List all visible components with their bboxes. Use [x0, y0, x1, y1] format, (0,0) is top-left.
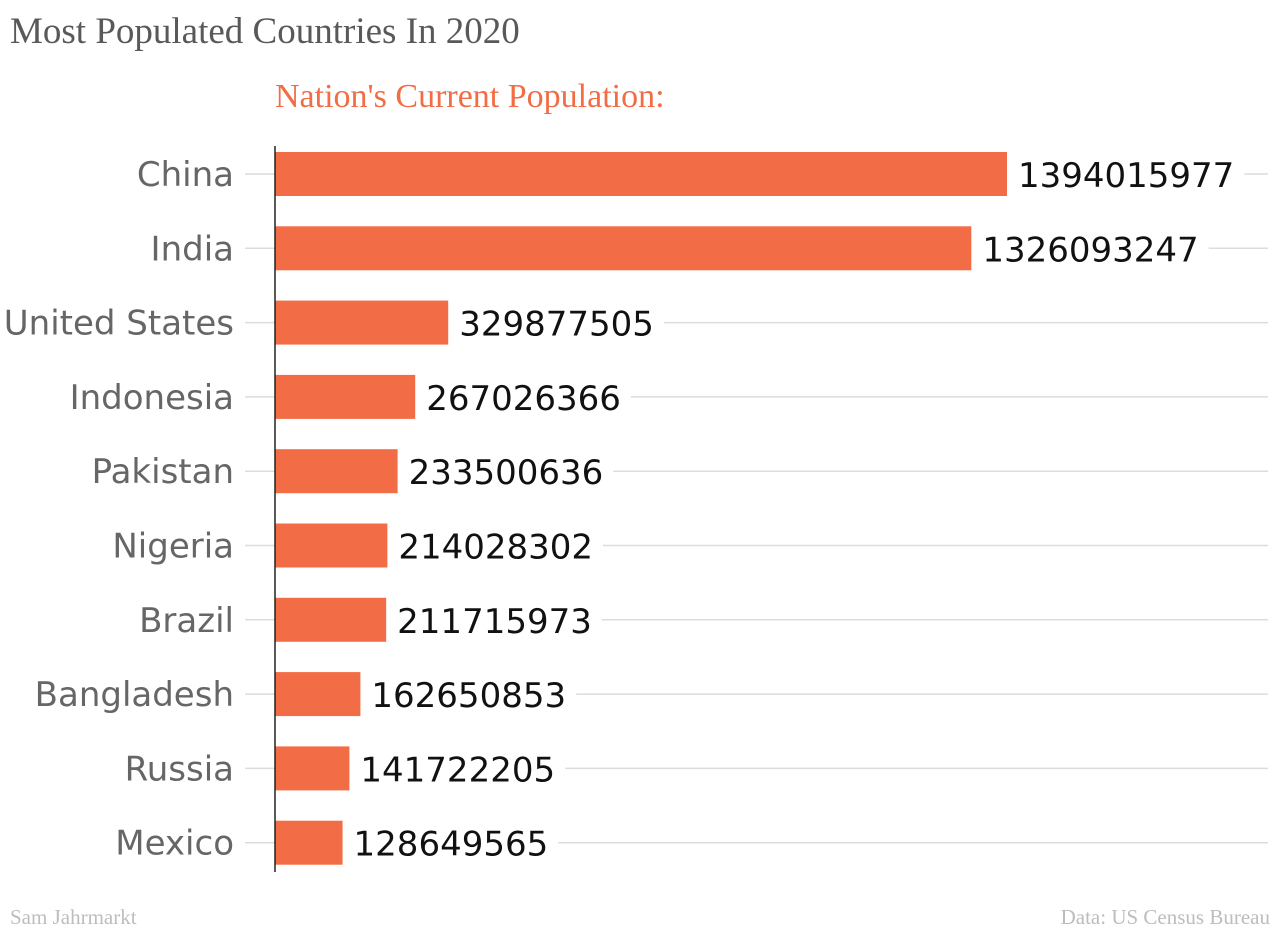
value-label: 162650853	[371, 676, 566, 716]
bar-india	[275, 226, 972, 271]
value-label: 1394015977	[1018, 156, 1234, 196]
source-text: Data: US Census Bureau	[1060, 905, 1270, 929]
category-label: India	[151, 229, 234, 269]
category-label: United States	[4, 304, 234, 344]
value-label: 128649565	[354, 825, 549, 865]
value-label: 267026366	[426, 379, 621, 419]
chart-title: Most Populated Countries In 2020	[10, 11, 520, 52]
category-label: Nigeria	[112, 527, 234, 567]
value-label: 214028302	[398, 528, 593, 568]
bar-nigeria	[275, 523, 388, 568]
bar-mexico	[275, 820, 343, 865]
bar-indonesia	[275, 374, 416, 419]
value-label: 141722205	[360, 750, 555, 790]
bar-united-states	[275, 300, 449, 345]
chart-subtitle: Nation's Current Population:	[275, 78, 665, 115]
category-label: Bangladesh	[35, 675, 234, 715]
category-label: China	[137, 155, 234, 195]
bar-bangladesh	[275, 672, 361, 717]
bar-russia	[275, 746, 350, 791]
bars	[275, 152, 1007, 865]
value-label: 329877505	[459, 305, 654, 345]
category-label: Mexico	[115, 824, 234, 864]
category-label: Pakistan	[92, 452, 234, 492]
category-label: Brazil	[139, 601, 234, 641]
grid-lines	[245, 173, 1268, 844]
bar-pakistan	[275, 449, 398, 494]
value-label: 211715973	[397, 602, 592, 642]
category-labels: China India United States Indonesia Pakistan…	[4, 155, 234, 864]
value-label: 1326093247	[982, 230, 1198, 270]
category-label: Russia	[125, 749, 234, 789]
category-label: Indonesia	[70, 378, 234, 418]
bar-china	[275, 152, 1007, 196]
value-labels: 1394015977 1326093247 329877505 267026366 23…	[354, 156, 1235, 865]
credit-text: Sam Jahrmarkt	[10, 905, 137, 929]
value-label: 233500636	[409, 453, 604, 493]
bar-brazil	[275, 597, 387, 642]
